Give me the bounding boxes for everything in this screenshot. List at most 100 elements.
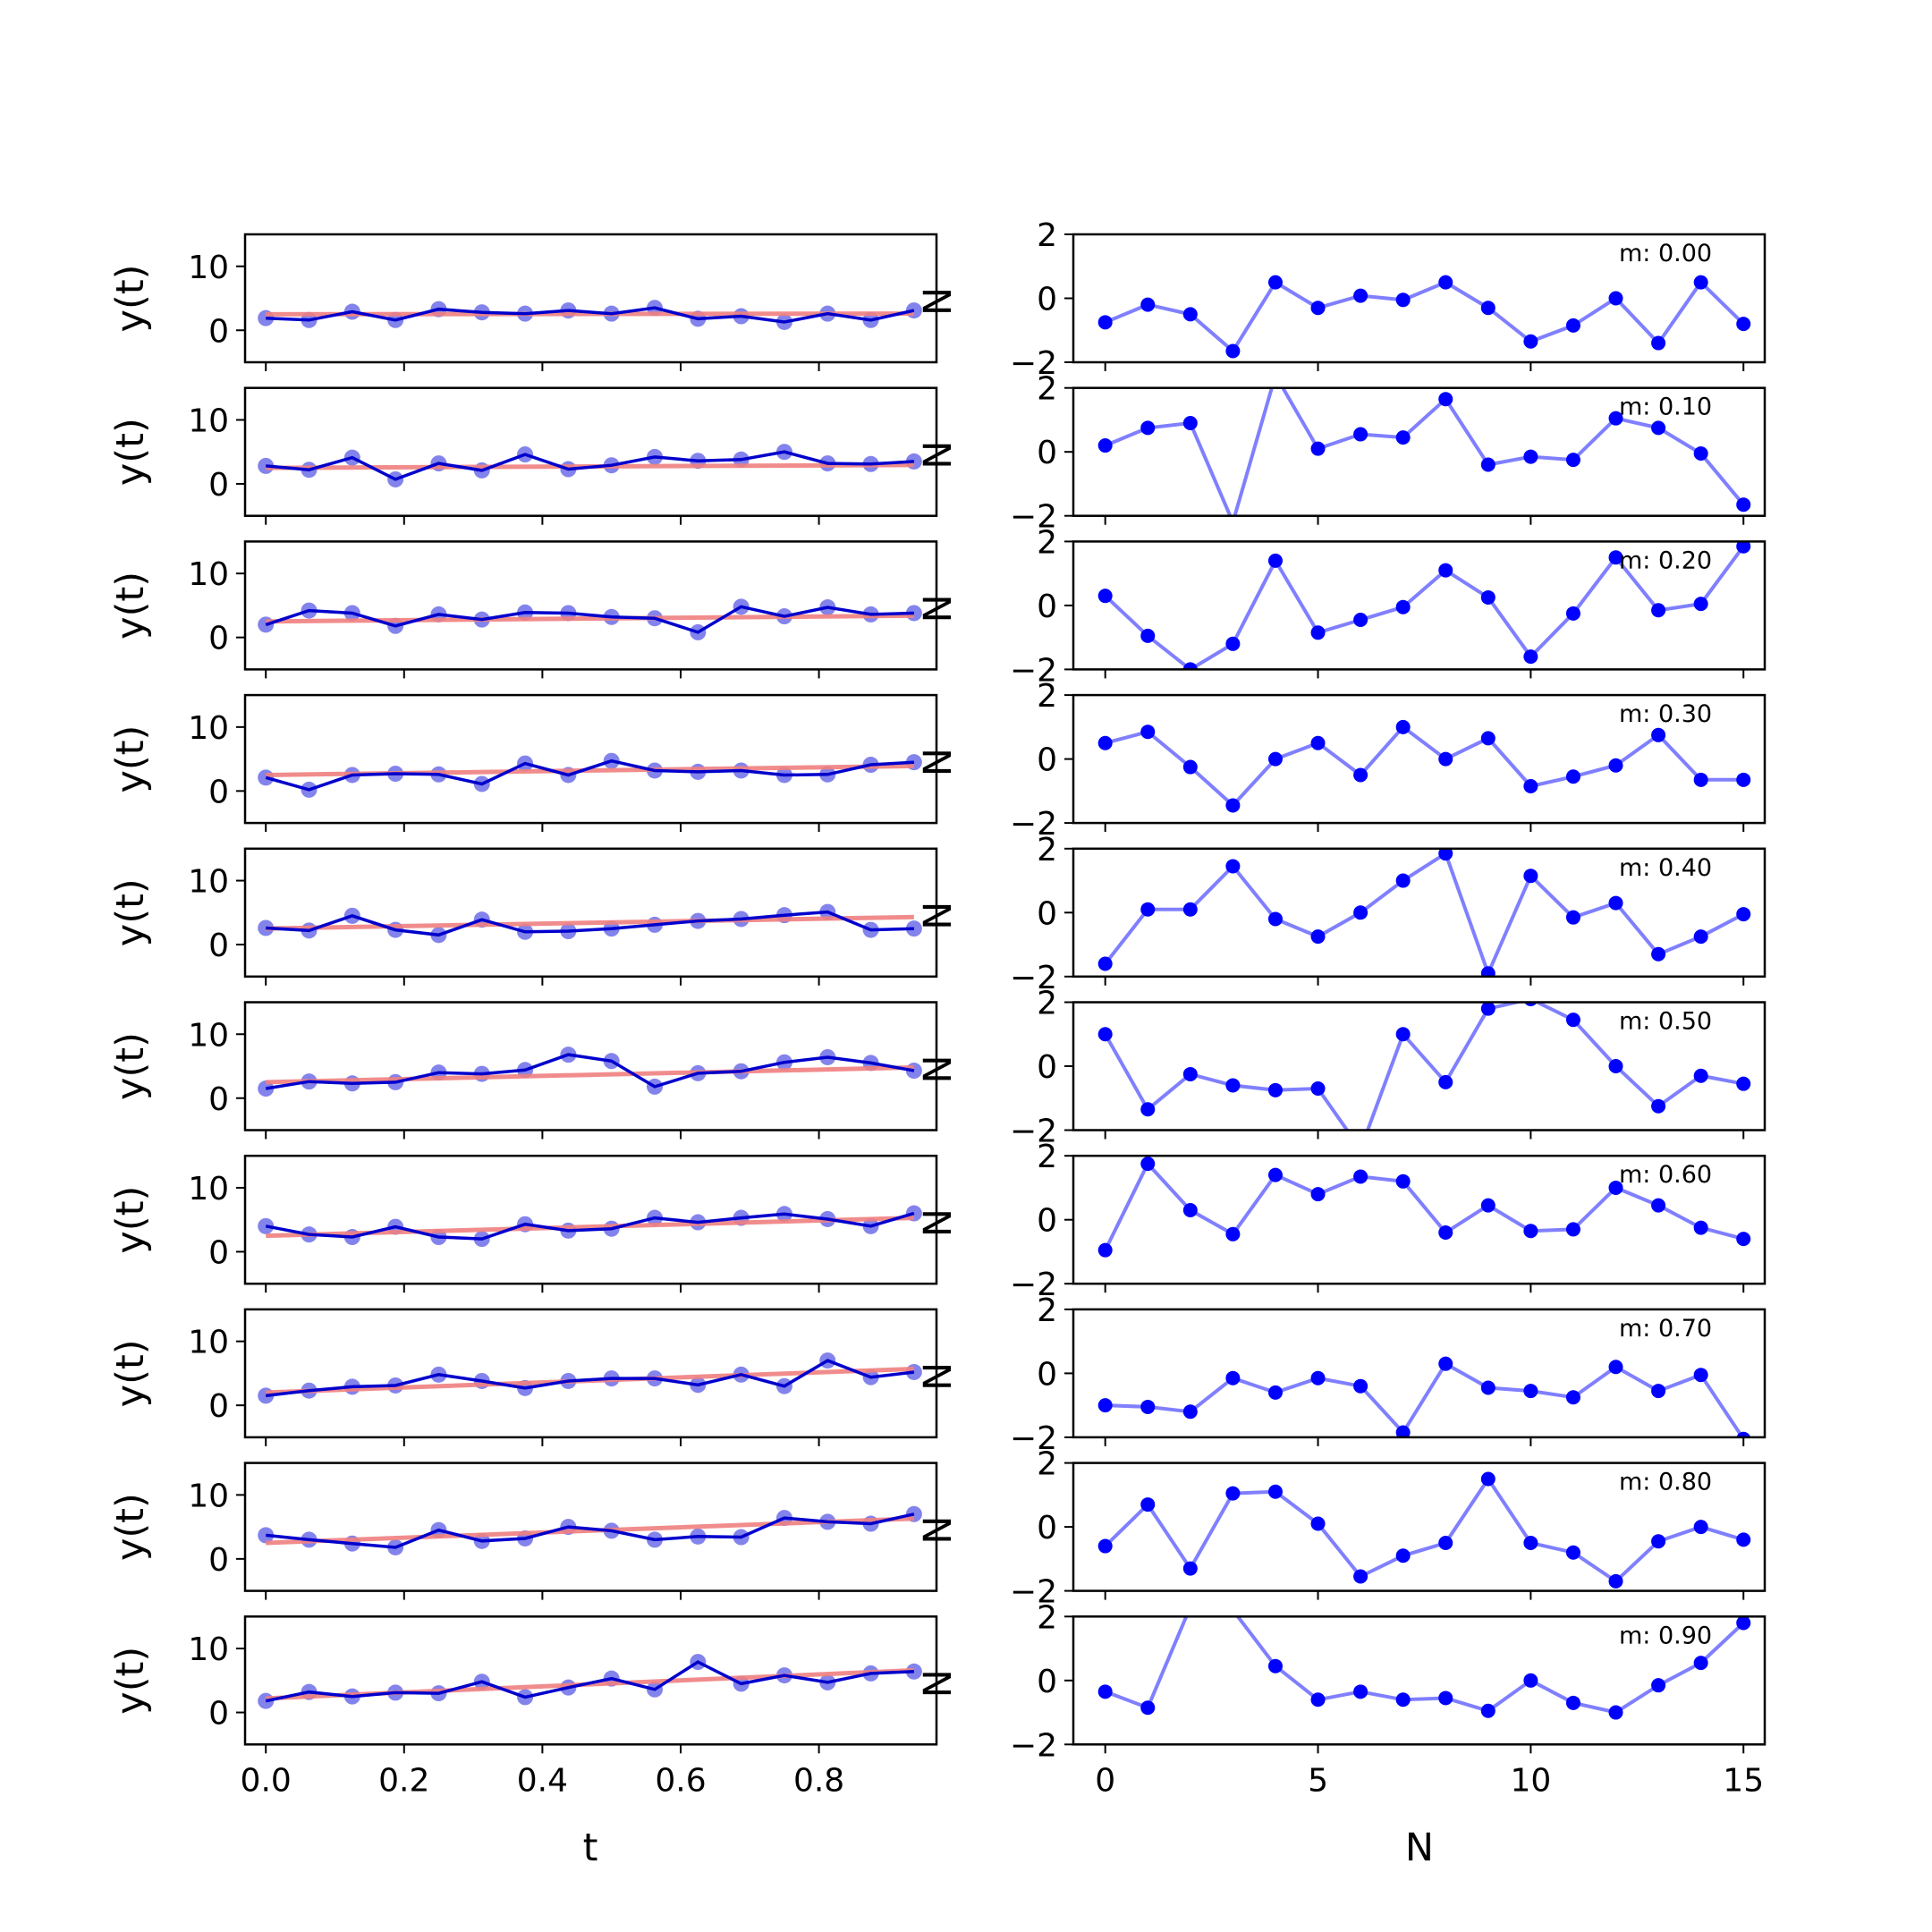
right-residual-point	[1736, 907, 1751, 922]
m-value-label: m: 0.80	[1619, 1469, 1712, 1496]
right-residual-point	[1395, 1548, 1411, 1563]
right-residual-point	[1608, 1573, 1623, 1589]
left-y-tick-label: 10	[188, 250, 229, 286]
left-data-point	[258, 1080, 275, 1097]
right-y-axis-label: N	[916, 1208, 961, 1237]
right-residual-point	[1693, 772, 1708, 787]
right-x-tick-label: 10	[1510, 1762, 1551, 1799]
right-residual-point	[1480, 1198, 1496, 1213]
right-residual-point	[1267, 1658, 1283, 1674]
right-plot-area-5	[1097, 1002, 1751, 1131]
left-panel-frame	[243, 1615, 938, 1746]
right-y-axis-label: N	[916, 1362, 961, 1391]
left-panel-9: 0 10 0.0 0.2 0.4 0.6 0.8 y(t)	[108, 1615, 938, 1799]
right-residual-point	[1608, 1360, 1623, 1375]
right-y-tick-label: 2	[1037, 217, 1057, 254]
right-residual-point	[1523, 1384, 1538, 1399]
left-x-tick-label: 0.4	[517, 1762, 568, 1799]
right-residual-point	[1480, 301, 1496, 316]
right-residual-point	[1097, 735, 1113, 750]
right-plot-area-4	[1097, 848, 1751, 977]
right-residual-point	[1310, 929, 1326, 945]
left-panel-5: 0 10 y(t)	[108, 1001, 938, 1140]
left-panel-2: 0 10 y(t)	[108, 540, 938, 679]
right-residual-point	[1480, 457, 1496, 472]
right-y-tick-label: −2	[1010, 1727, 1057, 1764]
right-residual-point	[1480, 966, 1496, 977]
left-plot-area-5	[258, 1046, 922, 1097]
right-residual-point	[1267, 911, 1283, 927]
left-panel-4: 0 10 y(t)	[108, 847, 938, 986]
right-residual-point	[1608, 1180, 1623, 1195]
left-panel-0: 0 10 y(t)	[108, 233, 938, 371]
right-residual-point	[1608, 895, 1623, 911]
right-residual-point	[1438, 1690, 1453, 1706]
right-panel-8: −2 0 2 Nm: 0.80	[916, 1446, 1767, 1611]
right-residual-point	[1736, 541, 1751, 554]
right-residual-point	[1267, 553, 1283, 568]
right-residual-point	[1140, 902, 1156, 917]
left-x-tick-label: 0.6	[655, 1762, 706, 1799]
left-y-axis-label: y(t)	[108, 572, 153, 640]
right-residual-point	[1438, 1535, 1453, 1550]
right-residual-point	[1565, 1013, 1580, 1028]
right-residual-point	[1736, 497, 1751, 513]
left-panel-frame	[243, 1154, 938, 1285]
right-residual-line	[1104, 545, 1745, 670]
right-residual-point	[1182, 416, 1198, 431]
right-y-tick-label: −2	[1010, 1420, 1057, 1457]
left-column-panels: 0 10 y(t) 0 10 y(t) 0 10 y(t) 0 10 y(t) 0 10 y(t) 0 10 y(…	[108, 233, 938, 1799]
left-y-tick-label: 0	[208, 1696, 229, 1733]
right-residual-point	[1736, 772, 1751, 787]
m-value-label: m: 0.40	[1619, 854, 1712, 882]
right-residual-point	[1353, 1569, 1368, 1584]
right-residual-point	[1395, 1425, 1411, 1437]
m-value-label: m: 0.90	[1619, 1622, 1712, 1649]
right-residual-point	[1140, 724, 1156, 740]
left-y-tick-label: 10	[188, 1478, 229, 1514]
right-x-axis-label: N	[1405, 1826, 1434, 1870]
right-residual-point	[1182, 1404, 1198, 1419]
right-residual-point	[1651, 727, 1666, 742]
right-residual-point	[1565, 1695, 1580, 1710]
left-y-axis-label: y(t)	[108, 1493, 153, 1561]
right-panel-5: −2 0 2 Nm: 0.50	[916, 986, 1767, 1150]
left-panel-frame	[243, 1001, 938, 1131]
right-y-tick-label: 0	[1037, 1510, 1057, 1546]
m-value-label: m: 0.50	[1619, 1008, 1712, 1036]
right-panel-0: −2 0 2 Nm: 0.00	[916, 217, 1767, 382]
right-residual-point	[1523, 778, 1538, 793]
right-residual-point	[1480, 1002, 1496, 1016]
right-residual-point	[1736, 1532, 1751, 1547]
right-y-tick-label: 0	[1037, 742, 1057, 779]
right-residual-point	[1140, 628, 1156, 643]
right-residual-point	[1225, 859, 1241, 874]
right-panel-1: −2 0 2 Nm: 0.10	[916, 371, 1767, 536]
right-residual-point	[1097, 315, 1113, 330]
right-residual-point	[1608, 411, 1623, 426]
right-y-tick-label: −2	[1010, 499, 1057, 536]
right-x-tick-label: 0	[1095, 1762, 1115, 1799]
right-residual-point	[1480, 1471, 1496, 1487]
right-residual-point	[1608, 1705, 1623, 1720]
right-residual-point	[1140, 1399, 1156, 1414]
left-data-point	[258, 1217, 275, 1234]
right-y-tick-label: 0	[1037, 1049, 1057, 1086]
right-residual-point	[1182, 1066, 1198, 1081]
right-y-axis-label: N	[916, 441, 961, 470]
left-plot-area-4	[258, 903, 922, 944]
right-plot-area-3	[1097, 719, 1751, 813]
right-residual-point	[1353, 767, 1368, 783]
right-residual-point	[1523, 649, 1538, 665]
left-y-axis-label: y(t)	[108, 1339, 153, 1407]
right-x-tick-label: 15	[1723, 1762, 1764, 1799]
left-data-line	[266, 450, 915, 481]
right-residual-point	[1182, 307, 1198, 322]
left-plot-area-9	[258, 1654, 922, 1709]
left-y-axis-label: y(t)	[108, 1647, 153, 1715]
right-residual-point	[1565, 453, 1580, 468]
left-y-tick-label: 0	[208, 1388, 229, 1425]
right-residual-point	[1565, 910, 1580, 925]
right-residual-point	[1736, 1431, 1751, 1437]
right-residual-point	[1651, 335, 1666, 351]
